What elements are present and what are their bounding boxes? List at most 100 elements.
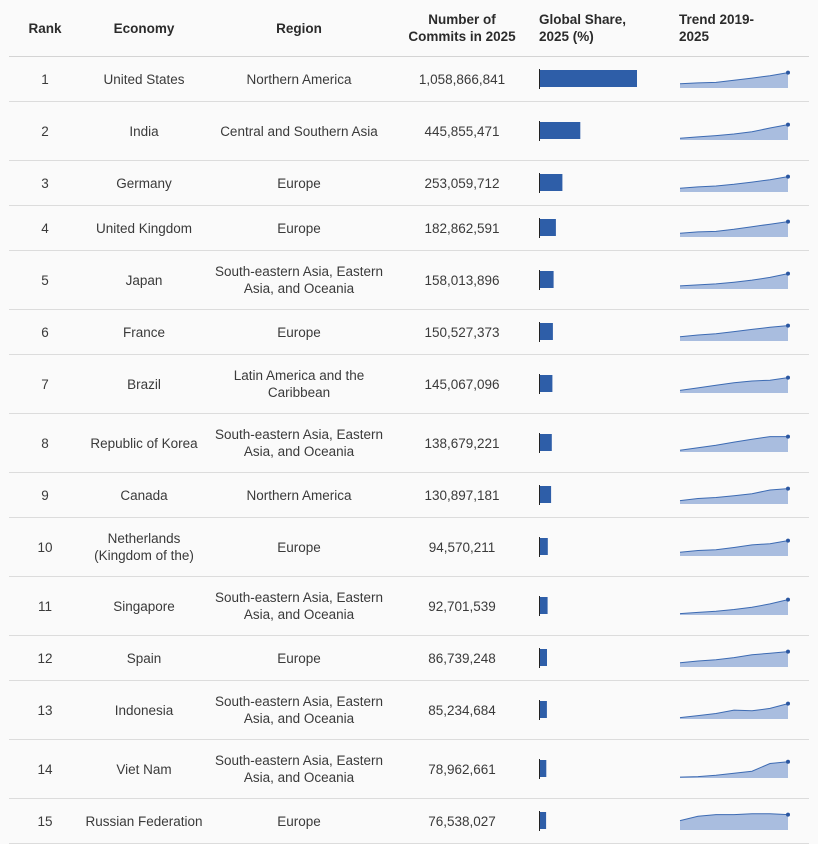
share-bar bbox=[539, 760, 547, 777]
share-cell bbox=[533, 269, 673, 291]
region-cell: Europe bbox=[277, 175, 321, 191]
share-bar bbox=[539, 271, 554, 288]
commits-cell: 445,855,471 bbox=[424, 123, 500, 139]
header-region: Region bbox=[276, 20, 322, 36]
share-bar-chart bbox=[539, 537, 548, 557]
rank-cell: 5 bbox=[41, 272, 49, 288]
share-bar-chart bbox=[539, 811, 547, 831]
trend-line bbox=[679, 813, 789, 822]
rank-cell: 8 bbox=[41, 435, 49, 451]
trend-area bbox=[680, 599, 788, 615]
region-cell: South-eastern Asia, Eastern Asia, and Oc… bbox=[214, 590, 384, 622]
table-row: 13 Indonesia South-eastern Asia, Eastern A… bbox=[9, 681, 809, 740]
rank-cell: 15 bbox=[37, 813, 53, 829]
trend-line bbox=[679, 176, 789, 189]
trend-sparkline bbox=[679, 271, 790, 289]
share-cell bbox=[533, 68, 673, 90]
share-bar bbox=[539, 70, 637, 87]
rank-cell: 7 bbox=[41, 376, 49, 392]
commits-cell: 158,013,896 bbox=[424, 272, 500, 288]
region-cell: Europe bbox=[277, 324, 321, 340]
share-bar bbox=[539, 323, 553, 340]
share-bar-chart bbox=[539, 69, 637, 89]
trend-end-point bbox=[786, 323, 790, 328]
trend-line bbox=[679, 540, 789, 553]
economy-cell: United States bbox=[103, 71, 185, 87]
share-bar bbox=[539, 219, 556, 236]
share-cell bbox=[533, 432, 673, 454]
commits-cell: 150,527,373 bbox=[424, 324, 500, 340]
share-cell bbox=[533, 217, 673, 239]
share-bar-chart bbox=[539, 173, 563, 193]
rank-cell: 11 bbox=[37, 598, 52, 614]
trend-sparkline bbox=[679, 219, 790, 237]
trend-end-point bbox=[786, 538, 790, 543]
region-cell: South-eastern Asia, Eastern Asia, and Oc… bbox=[214, 427, 384, 459]
share-bar-chart bbox=[539, 433, 552, 453]
share-cell bbox=[533, 321, 673, 343]
trend-area bbox=[680, 651, 788, 667]
region-cell: Northern America bbox=[246, 71, 352, 87]
region-cell: South-eastern Asia, Eastern Asia, and Oc… bbox=[214, 264, 384, 296]
trend-end-point bbox=[786, 375, 790, 380]
economy-cell: United Kingdom bbox=[95, 220, 193, 236]
rank-cell: 6 bbox=[41, 324, 49, 340]
trend-cell bbox=[673, 810, 809, 832]
rank-cell: 12 bbox=[37, 650, 53, 666]
share-bar bbox=[539, 538, 548, 555]
trend-sparkline bbox=[679, 70, 790, 88]
share-bar-chart bbox=[539, 374, 553, 394]
share-cell bbox=[533, 647, 673, 669]
trend-end-point bbox=[786, 759, 790, 764]
region-cell: Europe bbox=[277, 220, 321, 236]
trend-area bbox=[680, 124, 788, 140]
trend-sparkline bbox=[679, 375, 790, 393]
header-share: Global Share, 2025 (%) bbox=[533, 11, 673, 45]
header-commits: Number of Commits in 2025 bbox=[391, 11, 533, 45]
trend-end-point bbox=[786, 486, 790, 491]
header-economy: Economy bbox=[113, 20, 175, 36]
trend-cell bbox=[673, 484, 809, 506]
commits-cell: 94,570,211 bbox=[428, 539, 496, 555]
trend-cell bbox=[673, 758, 809, 780]
trend-line bbox=[679, 377, 789, 391]
economy-cell: Indonesia bbox=[114, 702, 174, 718]
rank-cell: 14 bbox=[37, 761, 53, 777]
commits-table: Rank Economy Region Number of Commits in… bbox=[9, 0, 809, 844]
table-row: 8 Republic of Korea South-eastern Asia, Ea… bbox=[9, 414, 809, 473]
trend-cell bbox=[673, 321, 809, 343]
trend-line bbox=[679, 124, 789, 139]
trend-line bbox=[679, 599, 789, 615]
share-bar bbox=[539, 434, 552, 451]
trend-cell bbox=[673, 595, 809, 617]
table-row: 2 India Central and Southern Asia 445,855,4… bbox=[9, 102, 809, 161]
region-cell: Europe bbox=[277, 539, 321, 555]
region-cell: South-eastern Asia, Eastern Asia, and Oc… bbox=[214, 753, 384, 785]
share-bar-chart bbox=[539, 322, 553, 342]
economy-cell: Singapore bbox=[113, 598, 175, 614]
trend-line bbox=[679, 651, 789, 664]
table-row: 6 France Europe 150,527,373 bbox=[9, 310, 809, 355]
share-cell bbox=[533, 758, 673, 780]
share-cell bbox=[533, 536, 673, 558]
trend-area bbox=[680, 703, 788, 719]
trend-cell bbox=[673, 269, 809, 291]
share-bar-chart bbox=[539, 700, 547, 720]
trend-cell bbox=[673, 120, 809, 142]
trend-sparkline bbox=[679, 701, 790, 719]
trend-end-point bbox=[786, 122, 790, 127]
header-trend-label: Trend 2019-2025 bbox=[679, 12, 755, 44]
share-cell bbox=[533, 595, 673, 617]
trend-line bbox=[679, 488, 789, 502]
rank-cell: 13 bbox=[37, 702, 53, 718]
trend-end-point bbox=[786, 219, 790, 224]
economy-cell: Germany bbox=[116, 175, 172, 191]
trend-sparkline bbox=[679, 759, 790, 778]
share-bar bbox=[539, 812, 547, 829]
trend-sparkline bbox=[679, 323, 790, 341]
trend-cell bbox=[673, 172, 809, 194]
share-bar bbox=[539, 486, 552, 503]
trend-line bbox=[679, 436, 788, 451]
economy-cell: Republic of Korea bbox=[90, 435, 198, 451]
table-row: 5 Japan South-eastern Asia, Eastern Asia, … bbox=[9, 251, 809, 310]
